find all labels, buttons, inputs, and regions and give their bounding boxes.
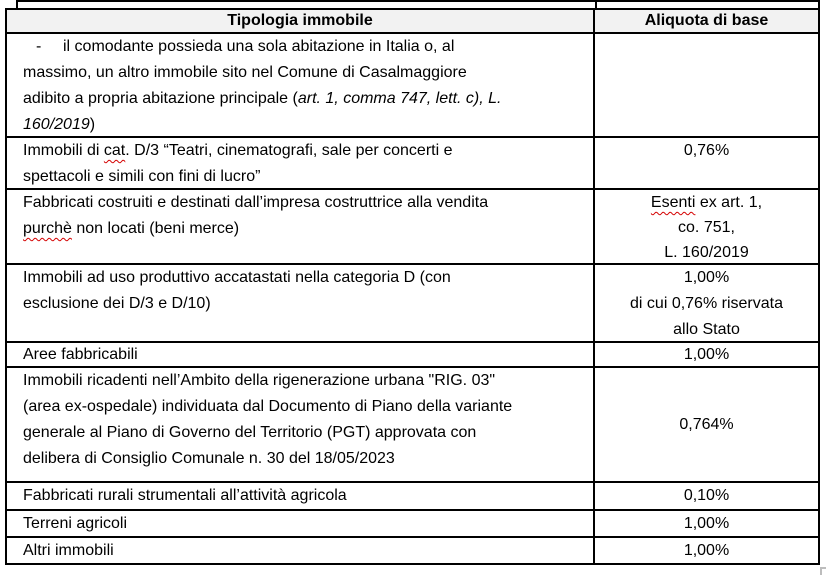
text-segment: spettacoli e simili con fini di lucro” [23,168,261,185]
text-line: esclusione dei D/3 e D/10) [23,291,583,317]
text-line: Fabbricati costruiti e destinati dall’im… [23,190,583,216]
text-segment: Immobili di [23,142,104,159]
text-line: (area ex-ospedale) individuata dal Docum… [23,394,583,420]
cell-tipologia: Immobili di cat. D/3 “Teatri, cinematogr… [7,138,595,188]
text-line: Esenti ex art. 1, [595,190,818,215]
table-row-fabbricati-rurali: Fabbricati rurali strumentali all’attivi… [7,483,818,511]
text-line: Immobili ad uso produttivo accatastati n… [23,265,583,291]
text-line: - il comodante possieda una sola abitazio… [23,34,583,60]
cell-aliquota: 1,00% [595,343,818,366]
column-divider [595,2,597,9]
table-row-aree-fabbricabili: Aree fabbricabili 1,00% [7,343,818,368]
table-row-terreni-agricoli: Terreni agricoli 1,00% [7,511,818,538]
table-row-beni-merce: Fabbricati costruiti e destinati dall’im… [7,190,818,265]
text-segment: delibera di Consiglio Comunale n. 30 del… [23,450,395,467]
text-segment: Aree fabbricabili [23,345,138,363]
rate-value: 0,76% [683,142,730,159]
table-row-altri-immobili: Altri immobili 1,00% [7,538,818,563]
text-segment: Immobili ad uso produttivo accatastati n… [23,269,451,286]
table-resize-handle[interactable] [820,567,826,575]
text-segment: generale al Piano di Governo del Territo… [23,424,477,441]
column-header-aliquota-label: Aliquota di base [644,12,769,29]
cell-tipologia: Immobili ad uso produttivo accatastati n… [7,265,595,341]
text-segment: Immobili ricadenti nell’Ambito della rig… [23,372,496,389]
text-segment: . D/3 “Teatri, cinematografi, sale per c… [125,142,453,159]
text-line: di cui 0,76% riservata [595,291,818,317]
spellcheck-word: Esenti [650,194,696,211]
text-segment: ) [89,116,96,133]
text-line: massimo, un altro immobile sito nel Comu… [23,60,583,86]
text-segment: il comodante possieda una sola abitazion… [63,38,455,55]
text-line: co. 751, [595,215,818,240]
text-segment: Terreni agricoli [23,514,128,532]
cell-tipologia: Terreni agricoli [7,511,595,536]
spellcheck-word: cat [103,142,126,159]
text-line: spettacoli e simili con fini di lucro” [23,164,583,188]
cell-aliquota-empty [595,34,818,136]
cell-aliquota: 1,00% di cui 0,76% riservata allo Stato [595,265,818,341]
rate-value: 0,10% [683,487,730,504]
cell-aliquota: 0,10% [595,483,818,509]
cell-tipologia: Altri immobili [7,538,595,563]
cell-tipologia: Aree fabbricabili [7,343,595,366]
cell-aliquota: 0,76% [595,138,818,188]
rate-value: 1,00% [683,269,730,286]
table-row-rigenerazione: Immobili ricadenti nell’Ambito della rig… [7,368,818,483]
list-dash: - [36,38,42,55]
rate-value: 1,00% [683,541,730,559]
column-header-tipologia: Tipologia immobile [7,10,595,32]
text-segment: Fabbricati costruiti e destinati dall’im… [23,194,489,211]
cell-aliquota: Esenti ex art. 1, co. 751, L. 160/2019 [595,190,818,263]
text-line: purchè non locati (beni merce) [23,216,583,242]
imu-rates-table: Tipologia immobile Aliquota di base - il … [5,8,820,565]
cell-tipologia: Fabbricati rurali strumentali all’attivi… [7,483,595,509]
text-segment: allo Stato [673,321,740,338]
cell-tipologia: Fabbricati costruiti e destinati dall’im… [7,190,595,263]
table-header-row: Tipologia immobile Aliquota di base [7,10,818,34]
text-segment: adibito a propria abitazione principale … [23,90,298,107]
text-line: 1,00% [595,265,818,291]
rate-value: 1,00% [683,514,730,532]
column-header-aliquota: Aliquota di base [595,10,818,32]
text-line: Immobili di cat. D/3 “Teatri, cinematogr… [23,138,583,164]
text-segment: (area ex-ospedale) individuata dal Docum… [23,398,513,415]
cell-tipologia: Immobili ricadenti nell’Ambito della rig… [7,368,595,481]
text-line: L. 160/2019 [595,240,818,263]
text-segment: Fabbricati rurali strumentali all’attivi… [23,487,347,504]
text-line: generale al Piano di Governo del Territo… [23,420,583,446]
text-line: Immobili ricadenti nell’Ambito della rig… [23,368,583,394]
legal-citation-italic: art. 1, comma 747, lett. c), L. [297,90,502,107]
table-row-comodato: - il comodante possieda una sola abitazio… [7,34,818,138]
text-segment: di cui 0,76% riservata [630,295,783,312]
table-row-categoria-d: Immobili ad uso produttivo accatastati n… [7,265,818,343]
text-segment: Altri immobili [23,541,114,559]
text-segment: massimo, un altro immobile sito nel Comu… [23,64,467,81]
rate-value: 1,00% [683,345,730,363]
table-row-partial [16,0,820,9]
text-line: adibito a propria abitazione principale … [23,86,583,112]
text-segment: L. 160/2019 [664,244,749,261]
text-line: allo Stato [595,317,818,341]
text-segment: co. 751, [678,219,735,236]
cell-aliquota: 1,00% [595,538,818,563]
cell-aliquota: 0,764% [595,368,818,481]
spellcheck-word: purchè [23,220,72,237]
legal-citation-italic: 160/2019 [23,116,90,133]
text-segment: ex art. 1, [695,194,763,211]
text-line: delibera di Consiglio Comunale n. 30 del… [23,446,583,472]
text-segment: non locati (beni merce) [71,220,240,237]
text-segment: esclusione dei D/3 e D/10) [23,295,211,312]
cell-tipologia: - il comodante possieda una sola abitazio… [7,34,595,136]
cell-aliquota: 1,00% [595,511,818,536]
column-header-tipologia-label: Tipologia immobile [227,12,373,29]
text-line: 160/2019) [23,112,583,136]
rate-value: 0,764% [679,415,734,433]
table-row-teatri: Immobili di cat. D/3 “Teatri, cinematogr… [7,138,818,190]
